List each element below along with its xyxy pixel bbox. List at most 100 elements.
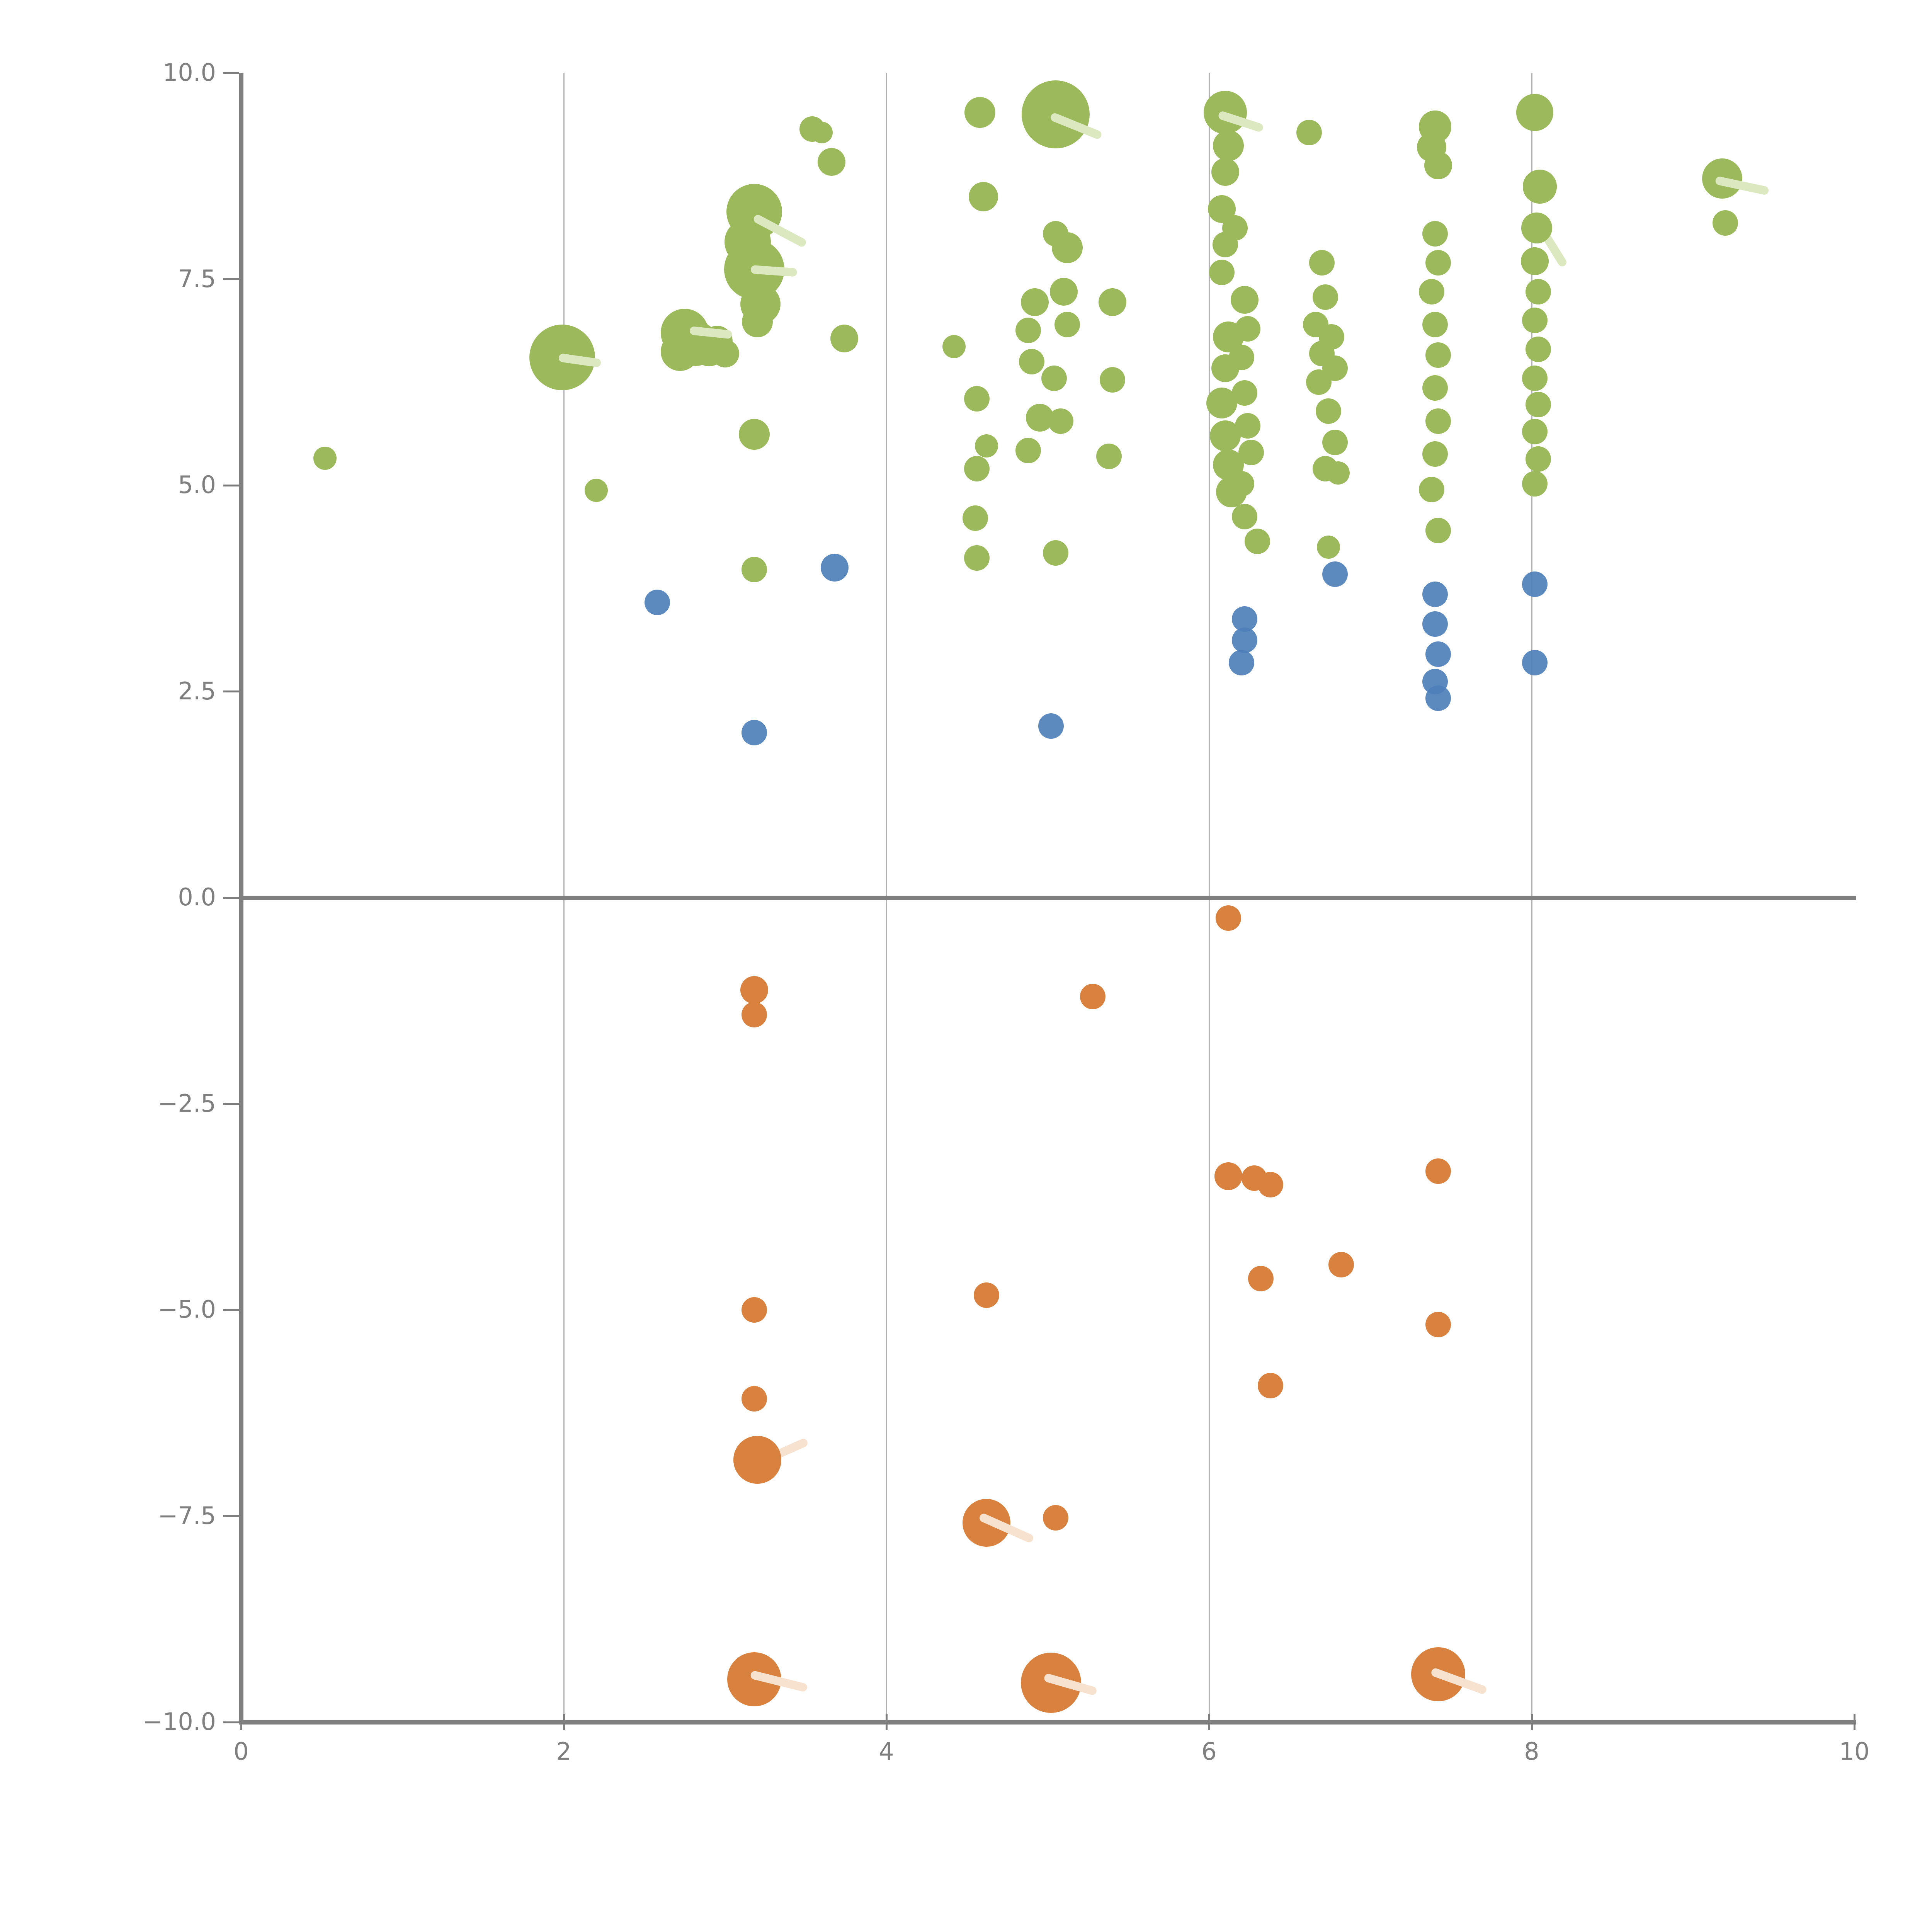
- data-point-blue: [1422, 581, 1448, 607]
- y-tick-label: −7.5: [158, 1501, 216, 1530]
- data-point-blue: [821, 554, 849, 582]
- y-tick--7.5: [223, 1515, 239, 1517]
- data-point-orange: [1080, 984, 1106, 1010]
- data-point-orange: [1328, 1252, 1354, 1277]
- data-point-green: [584, 478, 608, 502]
- data-point-green: [1228, 345, 1254, 371]
- data-point-blue: [741, 720, 767, 746]
- data-point-green: [1296, 119, 1322, 145]
- data-point-green: [1315, 398, 1341, 424]
- data-point-orange: [1425, 1158, 1451, 1184]
- x-axis-line: [239, 1720, 1856, 1725]
- data-point-green: [962, 505, 988, 531]
- data-point-green: [1522, 365, 1548, 391]
- y-tick-2.5: [223, 690, 239, 692]
- data-point-overlay: [733, 1436, 781, 1484]
- x-tick-0: [240, 1714, 242, 1730]
- x-tick-label: 2: [556, 1737, 571, 1765]
- data-point-overlay: [1521, 213, 1552, 244]
- data-point-orange: [741, 1297, 767, 1323]
- y-tick-0: [223, 896, 239, 899]
- data-point-green: [1425, 342, 1451, 368]
- data-point-green: [1422, 221, 1448, 247]
- x-tick-label: 4: [879, 1737, 894, 1765]
- data-point-green: [1050, 277, 1078, 306]
- data-point-green: [1098, 288, 1126, 316]
- data-point-green: [1015, 317, 1041, 343]
- data-point-green: [1019, 349, 1044, 374]
- data-point-green: [964, 456, 990, 482]
- data-point-green: [964, 386, 990, 412]
- data-point-green: [1096, 444, 1122, 469]
- data-point-green: [1099, 367, 1125, 393]
- data-point-green: [1043, 540, 1069, 566]
- data-point-green: [1222, 215, 1248, 241]
- data-point-green: [1319, 324, 1345, 350]
- data-point-orange: [1043, 1505, 1069, 1531]
- y-tick--10: [223, 1721, 239, 1723]
- y-tick-10: [223, 72, 239, 74]
- data-point-blue: [1322, 561, 1348, 587]
- data-point-green: [964, 97, 996, 128]
- x-tick-label: 10: [1839, 1737, 1870, 1765]
- data-point-green: [1422, 441, 1448, 467]
- data-point-blue: [1038, 713, 1064, 739]
- data-point-green: [818, 148, 846, 176]
- x-tick-label: 0: [233, 1737, 249, 1765]
- data-point-green: [1525, 279, 1551, 304]
- y-tick-label: −2.5: [158, 1089, 216, 1117]
- data-point-green: [1525, 336, 1551, 362]
- data-point-green: [1419, 279, 1445, 304]
- data-point-green: [1522, 419, 1548, 445]
- data-point-overlay: [1522, 170, 1557, 204]
- data-point-green: [811, 121, 833, 143]
- y-tick-label: −10.0: [143, 1708, 216, 1736]
- data-point-orange: [1257, 1373, 1283, 1399]
- data-point-green: [1309, 250, 1335, 276]
- data-point-green: [942, 335, 966, 359]
- data-point-green: [1422, 311, 1448, 337]
- data-point-green: [1238, 439, 1264, 465]
- data-point-blue: [1231, 606, 1257, 632]
- y-tick-label: 2.5: [178, 677, 216, 705]
- y-tick--5: [223, 1309, 239, 1311]
- data-point-green: [1425, 518, 1451, 544]
- data-point-green: [1209, 260, 1235, 286]
- data-point-green: [1231, 380, 1257, 406]
- data-point-green: [1245, 529, 1270, 554]
- y-tick--2.5: [223, 1103, 239, 1105]
- data-point-orange: [1257, 1172, 1283, 1197]
- data-point-green: [711, 339, 739, 367]
- data-point-green: [1522, 471, 1548, 497]
- data-point-green: [1522, 308, 1548, 333]
- x-tick-2: [563, 1714, 565, 1730]
- data-point-orange: [1216, 905, 1242, 931]
- data-point-blue: [1228, 650, 1254, 675]
- data-point-overlay: [1516, 94, 1554, 131]
- data-point-green: [975, 434, 998, 457]
- data-point-orange: [1248, 1265, 1274, 1291]
- data-point-green: [1316, 536, 1340, 559]
- data-point-green: [1228, 471, 1254, 497]
- data-point-orange: [973, 1282, 999, 1308]
- x-tick-10: [1853, 1714, 1855, 1730]
- y-tick-label: 5.0: [178, 471, 216, 499]
- data-point-green: [741, 556, 767, 582]
- x-tick-6: [1208, 1714, 1210, 1730]
- data-point-green: [1327, 461, 1350, 485]
- data-point-green: [1015, 438, 1041, 464]
- data-point-green: [830, 325, 859, 353]
- y-tick-label: −5.0: [158, 1295, 216, 1323]
- data-point-blue: [1522, 571, 1548, 597]
- data-point-green: [1211, 158, 1239, 186]
- zero-reference-line: [239, 896, 1856, 900]
- data-point-green: [1322, 355, 1348, 381]
- data-point-orange: [741, 1002, 767, 1028]
- data-point-green: [1525, 391, 1551, 417]
- data-point-green: [1235, 413, 1261, 439]
- y-tick-5: [223, 484, 239, 486]
- data-point-blue: [1425, 685, 1451, 711]
- data-point-green: [1525, 446, 1551, 472]
- data-point-green: [1425, 250, 1451, 276]
